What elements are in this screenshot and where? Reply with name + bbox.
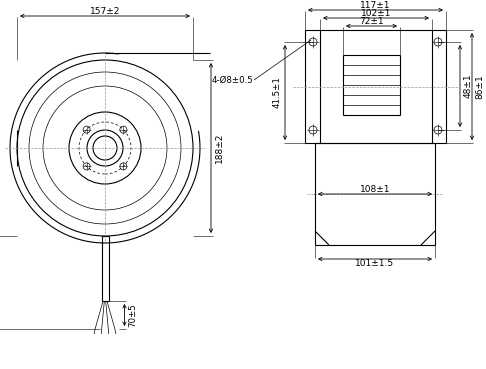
Text: 102±1: 102±1 (361, 10, 391, 18)
Text: 41.5±1: 41.5±1 (273, 76, 281, 108)
Text: 101±1.5: 101±1.5 (355, 259, 395, 268)
Text: 108±1: 108±1 (360, 186, 390, 194)
Text: 86±1: 86±1 (475, 74, 485, 99)
Text: 157±2: 157±2 (90, 7, 120, 17)
Text: 48±1: 48±1 (464, 74, 472, 98)
Text: 188±2: 188±2 (214, 133, 224, 163)
Text: 72±1: 72±1 (359, 17, 384, 27)
Text: 4-Ø8±0.5: 4-Ø8±0.5 (211, 76, 253, 85)
Text: 117±1: 117±1 (360, 1, 391, 10)
Text: 70±5: 70±5 (128, 303, 137, 327)
